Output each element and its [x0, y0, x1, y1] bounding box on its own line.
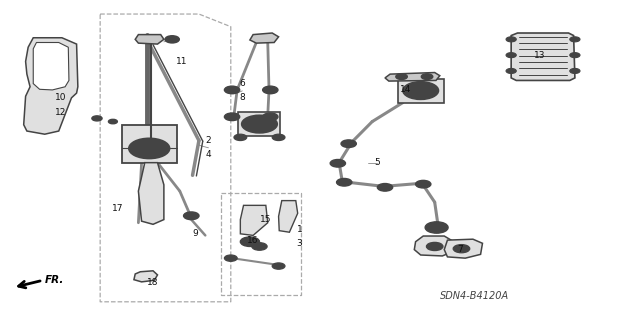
Circle shape — [506, 69, 516, 73]
Text: 15: 15 — [260, 215, 271, 224]
Circle shape — [184, 212, 199, 219]
Circle shape — [506, 37, 516, 42]
Circle shape — [415, 180, 431, 188]
Text: 4: 4 — [205, 150, 211, 159]
Circle shape — [378, 183, 393, 191]
Text: 8: 8 — [239, 93, 245, 102]
Circle shape — [272, 263, 285, 269]
Text: 11: 11 — [176, 57, 188, 66]
Text: SDN4-B4120A: SDN4-B4120A — [440, 291, 509, 301]
Circle shape — [168, 37, 176, 41]
Polygon shape — [134, 271, 157, 282]
Circle shape — [234, 134, 246, 141]
Circle shape — [341, 140, 356, 147]
Text: FR.: FR. — [45, 275, 64, 285]
Text: 17: 17 — [112, 204, 124, 213]
Circle shape — [129, 138, 170, 159]
Polygon shape — [135, 34, 164, 44]
Text: 10: 10 — [55, 93, 67, 102]
Text: 14: 14 — [401, 85, 412, 94]
Circle shape — [252, 243, 267, 250]
Circle shape — [570, 53, 580, 58]
Circle shape — [225, 113, 240, 121]
Circle shape — [570, 37, 580, 42]
Text: 16: 16 — [247, 236, 259, 245]
Circle shape — [92, 116, 102, 121]
Circle shape — [453, 245, 470, 253]
Circle shape — [165, 36, 179, 43]
Circle shape — [262, 86, 278, 94]
Circle shape — [144, 146, 154, 151]
Polygon shape — [250, 33, 278, 43]
Circle shape — [416, 88, 425, 93]
Text: 12: 12 — [55, 108, 67, 116]
Circle shape — [138, 143, 161, 154]
Circle shape — [241, 237, 259, 247]
Circle shape — [272, 134, 285, 141]
Polygon shape — [24, 38, 78, 134]
Circle shape — [262, 113, 278, 121]
Text: 1: 1 — [297, 225, 303, 234]
Text: 9: 9 — [193, 229, 198, 238]
Circle shape — [396, 74, 407, 79]
Circle shape — [242, 115, 277, 133]
Text: 3: 3 — [297, 239, 303, 248]
Text: 6: 6 — [239, 79, 245, 88]
Polygon shape — [33, 42, 69, 90]
Polygon shape — [444, 239, 483, 258]
Polygon shape — [138, 163, 164, 224]
Circle shape — [330, 160, 346, 167]
Circle shape — [250, 119, 269, 129]
Polygon shape — [278, 201, 298, 232]
Circle shape — [421, 74, 433, 79]
Circle shape — [570, 69, 580, 73]
Polygon shape — [241, 205, 268, 235]
Polygon shape — [385, 72, 440, 81]
Polygon shape — [511, 33, 575, 80]
Text: 2: 2 — [205, 136, 211, 145]
Bar — [122, 125, 177, 163]
Text: 7: 7 — [458, 245, 463, 254]
Bar — [397, 79, 444, 103]
Circle shape — [225, 255, 237, 261]
Text: 18: 18 — [147, 278, 158, 287]
Circle shape — [403, 82, 438, 100]
Text: 5: 5 — [374, 158, 380, 167]
Bar — [239, 112, 280, 136]
Circle shape — [411, 86, 430, 95]
Text: 13: 13 — [534, 51, 545, 60]
Circle shape — [255, 122, 264, 126]
Circle shape — [506, 53, 516, 58]
Circle shape — [108, 119, 117, 124]
Polygon shape — [414, 236, 454, 256]
Circle shape — [426, 242, 443, 250]
Circle shape — [225, 86, 240, 94]
Circle shape — [425, 222, 448, 233]
Circle shape — [337, 178, 352, 186]
